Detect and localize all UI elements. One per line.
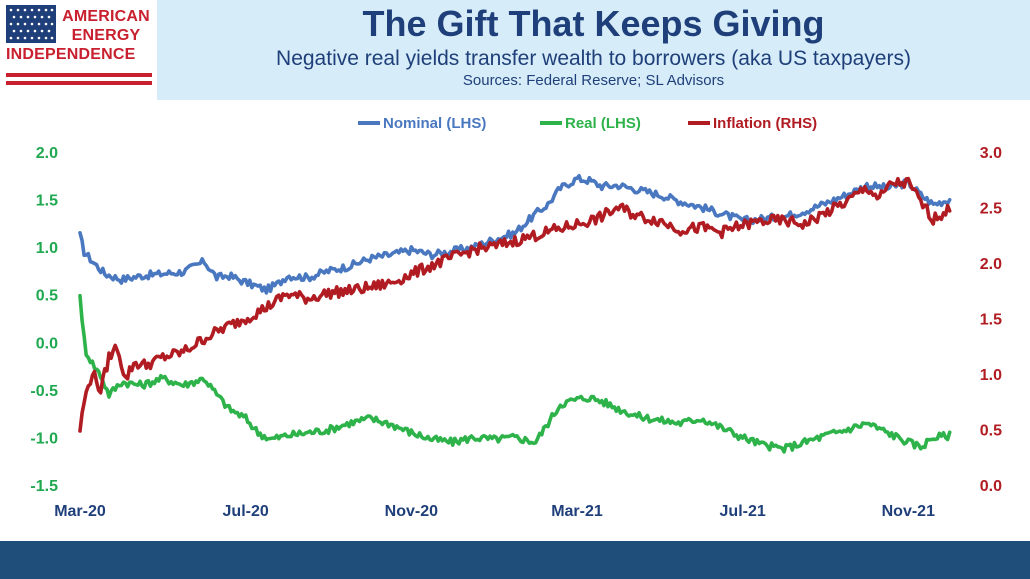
footer-bar	[0, 541, 1030, 579]
x-tick-label: Nov-21	[882, 503, 935, 520]
logo-stripes	[6, 73, 152, 93]
y-left-tick-label: 1.5	[36, 193, 58, 210]
legend-label: Real (LHS)	[565, 115, 641, 132]
logo-line-2: ENERGY	[71, 27, 141, 44]
series-line-1	[78, 293, 952, 454]
x-axis: Mar-20 Jul-20 Nov-20 Mar-21 Jul-21 Nov-21	[54, 503, 935, 520]
series-line-0	[78, 174, 952, 295]
header-banner: The Gift That Keeps Giving Negative real…	[157, 0, 1030, 100]
page-title: The Gift That Keeps Giving	[362, 3, 825, 44]
logo: AMERICAN ENERGY INDEPENDENCE	[0, 0, 157, 100]
page-subtitle: Negative real yields transfer wealth to …	[276, 47, 911, 70]
logo-line-3: INDEPENDENCE	[6, 46, 136, 63]
y-left-tick-label: -0.5	[30, 383, 58, 400]
y-right-tick-label: 0.0	[980, 478, 1002, 495]
series-line-2	[78, 176, 952, 433]
logo-wordmark: AMERICAN ENERGY INDEPENDENCE	[6, 7, 154, 64]
y-axis-left: 2.0 1.5 1.0 0.5 0.0 -0.5 -1.0 -1.5	[30, 145, 58, 495]
legend-label: Inflation (RHS)	[713, 115, 817, 132]
y-left-tick-label: 0.0	[36, 335, 58, 352]
chart-legend: Nominal (LHS) Real (LHS) Inflation (RHS)	[358, 115, 817, 132]
x-tick-label: Jul-20	[223, 503, 269, 520]
x-tick-label: Jul-21	[720, 503, 766, 520]
y-axis-right: 3.0 2.5 2.0 1.5 1.0 0.5 0.0	[980, 145, 1002, 495]
y-right-tick-label: 2.5	[980, 201, 1002, 218]
us-flag-icon	[6, 5, 56, 43]
chart-series	[78, 174, 952, 454]
y-right-tick-label: 0.5	[980, 423, 1002, 440]
y-left-tick-label: 0.5	[36, 288, 58, 305]
sources-note: Sources: Federal Reserve; SL Advisors	[462, 72, 725, 89]
x-tick-label: Mar-20	[54, 503, 106, 520]
x-tick-label: Nov-20	[385, 503, 438, 520]
y-right-tick-label: 1.0	[980, 367, 1002, 384]
x-tick-label: Mar-21	[551, 503, 603, 520]
yield-inflation-chart: Nominal (LHS) Real (LHS) Inflation (RHS) 2…	[30, 115, 1002, 520]
y-left-tick-label: -1.5	[30, 478, 58, 495]
y-left-tick-label: -1.0	[30, 430, 58, 447]
y-right-tick-label: 1.5	[980, 312, 1002, 329]
y-right-tick-label: 3.0	[980, 145, 1002, 162]
y-left-tick-label: 1.0	[36, 240, 58, 257]
legend-label: Nominal (LHS)	[383, 115, 486, 132]
logo-line-1: AMERICAN	[62, 8, 150, 25]
y-left-tick-label: 2.0	[36, 145, 58, 162]
y-right-tick-label: 2.0	[980, 256, 1002, 273]
